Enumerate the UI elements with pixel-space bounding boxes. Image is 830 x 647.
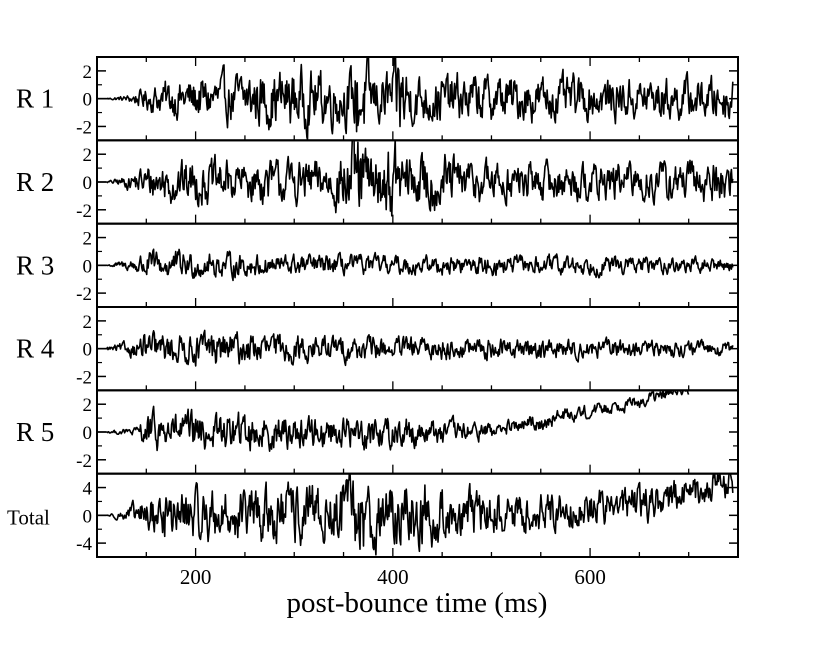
y-tick-label: -2 <box>76 367 92 388</box>
y-tick-label: 0 <box>83 340 93 361</box>
y-tick-label: -2 <box>76 201 92 222</box>
y-tick-label: -2 <box>76 117 92 138</box>
panels-layer: -2 0 2 R 1 -2 0 2 R 2 -2 0 2 R 3 -2 0 2 R 4 -2 0 2 R 5 -4 0 4 T… <box>7 56 739 558</box>
panel-5: -2 0 2 R 5 <box>16 389 739 475</box>
panel-name-label: R 3 <box>16 250 54 280</box>
x-tick-label: 600 <box>574 565 606 589</box>
y-tick-label: 2 <box>83 145 93 166</box>
y-tick-label: 0 <box>83 506 93 527</box>
panel-1: -2 0 2 R 1 <box>16 56 739 142</box>
x-axis: 200 400 600 <box>180 565 606 589</box>
waveform-trace <box>97 57 734 141</box>
y-tick-label: 0 <box>83 90 93 111</box>
waveform-trace <box>97 473 734 556</box>
y-tick-label: 0 <box>83 256 93 277</box>
y-tick-label: -2 <box>76 284 92 305</box>
panel-2: -2 0 2 R 2 <box>16 139 739 225</box>
y-tick-label: -4 <box>76 534 92 555</box>
waveform-trace <box>97 140 734 217</box>
y-tick-label: 0 <box>83 423 93 444</box>
panel-3: -2 0 2 R 3 <box>16 222 739 309</box>
y-tick-label: 4 <box>83 479 93 500</box>
waveform-trace <box>97 329 734 367</box>
waveform-trace <box>97 390 690 453</box>
y-tick-label: 2 <box>83 62 93 83</box>
panel-name-label: R 2 <box>16 167 54 197</box>
y-tick-label: -2 <box>76 451 92 472</box>
y-tick-label: 2 <box>83 229 93 250</box>
waveform-trace <box>97 248 734 282</box>
y-tick-label: 2 <box>83 395 93 416</box>
x-tick-label: 400 <box>377 565 409 589</box>
y-tick-label: 0 <box>83 173 93 194</box>
panel-name-label: R 5 <box>16 417 54 447</box>
panel-6: -4 0 4 Total <box>7 472 739 558</box>
panel-name-label: R 1 <box>16 84 54 114</box>
x-tick-label: 200 <box>180 565 212 589</box>
panel-4: -2 0 2 R 4 <box>16 306 739 392</box>
panel-name-label: Total <box>7 505 50 529</box>
x-axis-title: post-bounce time (ms) <box>287 587 548 619</box>
y-tick-label: 2 <box>83 312 93 333</box>
panel-name-label: R 4 <box>16 334 55 364</box>
